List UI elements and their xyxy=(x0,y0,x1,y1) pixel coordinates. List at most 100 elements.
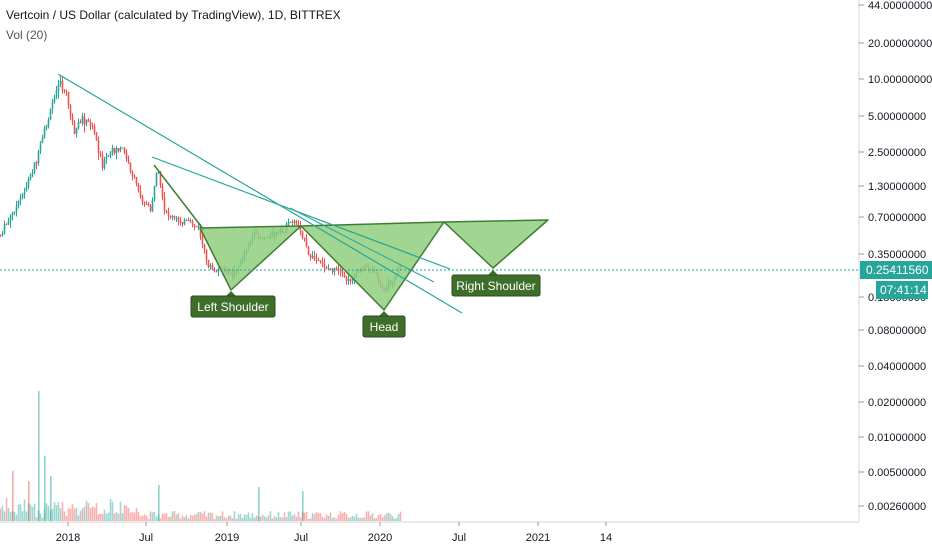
volume-bar xyxy=(155,516,158,521)
candle-body xyxy=(91,125,94,127)
candle-body xyxy=(345,277,348,281)
volume-bar xyxy=(195,513,198,521)
candle-body xyxy=(55,90,58,97)
candle-body xyxy=(131,171,134,177)
volume-bar xyxy=(337,514,340,521)
candle-body xyxy=(57,84,60,91)
price-tick-label: 20.00000000 xyxy=(868,38,932,50)
candle-body xyxy=(293,220,296,223)
volume-bar xyxy=(201,513,204,521)
volume-bar xyxy=(381,517,384,521)
volume-bar xyxy=(137,511,140,521)
volume-bar xyxy=(223,517,226,521)
candle-body xyxy=(143,202,146,204)
volume-bar xyxy=(303,512,306,521)
volume-bar xyxy=(81,508,84,521)
candle-body xyxy=(69,105,72,117)
candle-body xyxy=(139,190,142,198)
volume-indicator-label[interactable]: Vol (20) xyxy=(6,28,48,42)
candle-body xyxy=(301,230,304,238)
volume-bar xyxy=(179,518,182,521)
volume-bar xyxy=(225,518,228,521)
volume-bar xyxy=(263,516,266,521)
volume-bar xyxy=(103,509,106,521)
volume-bar xyxy=(205,516,208,521)
pattern-triangle[interactable] xyxy=(300,221,445,311)
volume-bar xyxy=(75,507,78,521)
volume-bar xyxy=(149,511,152,521)
volume-bar xyxy=(1,505,4,521)
pattern-label[interactable]: Right Shoulder xyxy=(451,270,541,297)
volume-bar xyxy=(395,518,398,521)
candle-body xyxy=(93,126,96,133)
candle-body xyxy=(97,140,100,154)
candle-body xyxy=(41,137,44,143)
volume-bar xyxy=(351,516,354,521)
volume-bar xyxy=(15,514,18,521)
candle-body xyxy=(217,270,220,272)
candle-body xyxy=(181,222,184,225)
candle-body xyxy=(1,232,4,236)
candle-body xyxy=(105,156,108,160)
candle-body xyxy=(125,152,128,159)
trendlines[interactable] xyxy=(57,73,463,314)
candle-body xyxy=(323,263,326,268)
candle-body xyxy=(71,116,74,122)
time-axis[interactable]: 2018 Jul 2019 Jul 2020 Jul 2021 14 xyxy=(56,522,612,544)
volume-bar xyxy=(67,508,70,521)
candle-body xyxy=(83,116,86,125)
price-axis[interactable]: 44.00000000 20.00000000 10.00000000 5.00000… xyxy=(859,0,932,513)
volume-bar xyxy=(339,511,342,521)
candle-body xyxy=(37,151,40,164)
last-price-tag xyxy=(860,261,932,279)
volume-bar xyxy=(143,514,146,521)
volume-bar xyxy=(33,503,36,521)
candle-body xyxy=(145,203,148,205)
candle-body xyxy=(73,121,76,134)
volume-bar xyxy=(123,505,126,521)
volume-bar xyxy=(307,518,310,521)
candle-body xyxy=(43,128,46,138)
candle-body xyxy=(103,159,106,168)
volume-bar xyxy=(325,514,328,521)
volume-spike xyxy=(38,391,40,521)
volume-bar xyxy=(289,511,292,521)
pattern-triangle[interactable] xyxy=(199,225,302,291)
chart-title: Vertcoin / US Dollar (calculated by Trad… xyxy=(6,8,341,22)
pattern-label[interactable]: Head xyxy=(362,311,406,338)
candle-body xyxy=(127,158,130,163)
candle-body xyxy=(303,237,306,239)
price-tick-label: 10.00000000 xyxy=(868,74,932,86)
trendline-minor[interactable] xyxy=(151,156,451,270)
volume-bar xyxy=(357,517,360,521)
time-tick-label: 2019 xyxy=(215,532,239,544)
candle-body xyxy=(27,179,30,187)
volume-bar xyxy=(349,517,352,521)
volume-bar xyxy=(163,513,166,521)
volume-bar xyxy=(245,514,248,521)
volume-spike xyxy=(12,471,14,521)
volume-bar xyxy=(173,511,176,521)
pattern-label[interactable]: Left Shoulder xyxy=(190,291,276,318)
candle-body xyxy=(333,268,336,272)
volume-bar xyxy=(365,511,368,521)
candle-body xyxy=(153,185,156,200)
trendline-major[interactable] xyxy=(57,73,463,314)
volume-bar xyxy=(99,513,102,521)
volume-bar xyxy=(61,501,64,521)
countdown-tag xyxy=(876,281,928,299)
candle-body xyxy=(173,216,176,219)
volume-bar xyxy=(69,508,72,521)
label-text: Head xyxy=(370,320,399,334)
candle-body xyxy=(133,176,136,178)
volume-bar xyxy=(321,516,324,521)
candle-body xyxy=(205,249,208,261)
volume-bar xyxy=(3,511,6,521)
candle-body xyxy=(203,244,206,250)
pattern-triangle[interactable] xyxy=(443,219,549,269)
volume-spike xyxy=(258,487,260,521)
volume-bar xyxy=(309,518,312,521)
volume-bar xyxy=(327,516,330,521)
candle-body xyxy=(187,220,190,222)
